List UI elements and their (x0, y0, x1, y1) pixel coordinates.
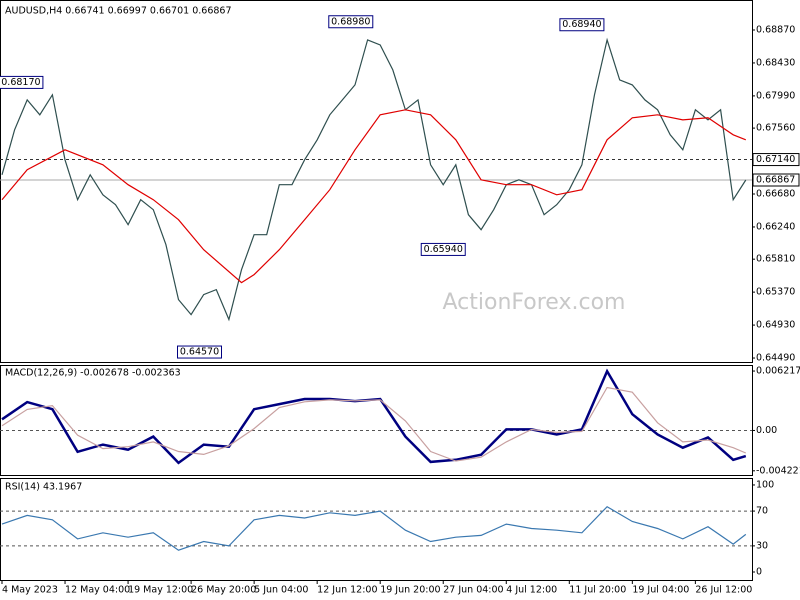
y-tick-label: 0.67560 (756, 123, 795, 134)
y-tick-label: 0.66680 (756, 189, 795, 200)
reference-label: 0.66867 (756, 175, 795, 186)
annotation-label: 0.68980 (331, 16, 370, 27)
x-tick-label: 27 Jun 04:00 (443, 585, 503, 596)
rsi-title: RSI(14) 43.1967 (5, 482, 82, 493)
annotation-box (328, 15, 374, 29)
annotation-label: 0.68940 (562, 19, 601, 30)
reference-label: 0.67140 (756, 154, 795, 165)
y-tick-label: 0.64930 (756, 320, 795, 331)
y-tick-label: 0.64490 (756, 353, 795, 364)
x-tick-label: 12 May 04:00 (65, 585, 130, 596)
x-tick-label: 19 Jul 04:00 (632, 585, 689, 596)
x-tick-label: 4 May 2023 (2, 585, 58, 596)
y-tick-label: 30 (756, 540, 768, 551)
macd-panel (0, 365, 753, 476)
annotation-box (420, 242, 466, 256)
x-tick-label: 11 Jul 20:00 (569, 585, 626, 596)
y-tick-label: 0.66240 (756, 221, 795, 232)
x-tick-label: 12 Jun 12:00 (317, 585, 377, 596)
annotation: 0.64570 (177, 345, 223, 359)
watermark: ActionForex.com (443, 290, 626, 315)
y-tick-label: 0.68430 (756, 57, 795, 68)
annotation: 0.68940 (559, 18, 605, 32)
annotation: 0.68980 (328, 15, 374, 29)
x-tick-label: 4 Jul 12:00 (506, 585, 557, 596)
y-tick-label: 0 (756, 566, 762, 577)
x-tick-label: 26 Jul 12:00 (695, 585, 752, 596)
rsi-panel (0, 478, 753, 581)
reference-label-box (752, 153, 800, 167)
series-line (1, 368, 747, 465)
annotation-box (559, 18, 605, 32)
annotation-box (0, 75, 44, 89)
chart-title: AUDUSD,H4 0.66741 0.66997 0.66701 0.6686… (5, 6, 232, 17)
series-line (1, 505, 747, 551)
y-tick-label: 0.65810 (756, 254, 795, 265)
x-tick-label: 19 May 12:00 (128, 585, 193, 596)
annotation-label: 0.65940 (424, 244, 463, 255)
series-line (1, 386, 747, 462)
annotation-label: 0.64570 (180, 347, 219, 358)
series-line (1, 37, 747, 322)
x-tick-label: 26 May 20:00 (191, 585, 256, 596)
annotation-label: 0.68170 (1, 77, 40, 88)
y-tick-label: 0.00 (756, 425, 777, 436)
y-tick-label: -0.004221 (756, 465, 800, 476)
y-tick-label: 0.68870 (756, 24, 795, 35)
y-tick-label: 70 (756, 506, 768, 517)
macd-title: MACD(12,26,9) -0.002678 -0.002363 (5, 368, 181, 379)
annotation-box (177, 345, 223, 359)
y-tick-label: 0.67990 (756, 90, 795, 101)
y-tick-label: 0.65370 (756, 287, 795, 298)
x-tick-label: 19 Jun 20:00 (380, 585, 440, 596)
y-tick-label: 0.006217 (756, 366, 800, 377)
y-tick-label: 100 (756, 479, 774, 490)
x-tick-label: 5 Jun 04:00 (254, 585, 308, 596)
reference-label-box (752, 173, 800, 187)
series-line (1, 109, 747, 284)
annotation: 0.68170 (0, 75, 44, 89)
annotation: 0.65940 (420, 242, 466, 256)
